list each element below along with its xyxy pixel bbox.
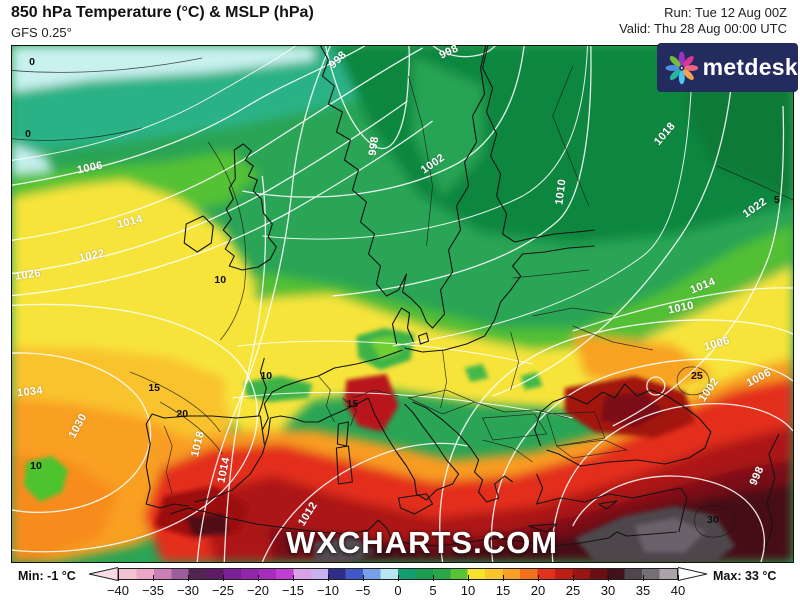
colorbar-tick-label: 40: [670, 583, 686, 598]
colorbar-tick-label: 30: [600, 583, 616, 598]
colorbar-tick-label: 15: [495, 583, 511, 598]
colorbar-tick-label: 0: [394, 583, 402, 598]
colorbar-tick-label: −25: [211, 583, 235, 598]
temp-field: [12, 46, 793, 562]
colorbar-tick-label: −5: [355, 583, 371, 598]
colorbar-tick-label: −20: [246, 583, 270, 598]
colorbar-tick-mark: [573, 575, 574, 581]
colorbar-tick-label: 5: [429, 583, 437, 598]
colorbar-tick-mark: [328, 575, 329, 581]
colorbar-tick-mark: [608, 575, 609, 581]
wxcharts-watermark: WXCHARTS.COM: [285, 525, 559, 560]
colorbar-tick-mark: [538, 575, 539, 581]
metdesk-logo-text: metdesk: [702, 54, 798, 80]
colorbar-tick-mark: [118, 575, 119, 581]
colorbar-tick-mark: [153, 575, 154, 581]
map-svg: [12, 46, 793, 562]
colorbar-tick-label: −30: [176, 583, 200, 598]
colorbar-tick-mark: [503, 575, 504, 581]
colorbar-tick-label: −35: [141, 583, 165, 598]
max-temperature-label: Max: 33 °C: [713, 569, 777, 583]
colorbar-tick-mark: [678, 575, 679, 581]
min-temperature-label: Min: -1 °C: [18, 569, 76, 583]
page-title: 850 hPa Temperature (°C) & MSLP (hPa): [11, 4, 314, 21]
colorbar-tick-label: 25: [565, 583, 581, 598]
colorbar-tick-label: −40: [106, 583, 130, 598]
metdesk-logo: metdesk: [657, 43, 798, 92]
model-subtitle: GFS 0.25°: [11, 25, 72, 40]
colorbar-tick-label: 35: [635, 583, 651, 598]
coastlines: [145, 46, 780, 551]
colorbar-tick-mark: [468, 575, 469, 581]
colorbar-tick-label: −15: [281, 583, 305, 598]
colorbar-left-arrow: [88, 567, 118, 581]
isobar-lines: [12, 46, 793, 562]
valid-time: Valid: Thu 28 Aug 00:00 UTC: [619, 21, 787, 36]
metdesk-pinwheel-icon: [665, 51, 699, 84]
colorbar-right-arrow: [678, 567, 708, 581]
run-info: Run: Tue 12 Aug 00Z Valid: Thu 28 Aug 00…: [619, 5, 787, 37]
colorbar-tick-label: −10: [316, 583, 340, 598]
colorbar-tick-mark: [223, 575, 224, 581]
header: 850 hPa Temperature (°C) & MSLP (hPa) GF…: [0, 0, 800, 45]
colorbar-tick-mark: [293, 575, 294, 581]
map-canvas: 1006 1014 1022 1026 1034 1030 1018 1014 998 998 99…: [11, 42, 794, 563]
colorbar-tick-mark: [188, 575, 189, 581]
isotherm-lines: [12, 57, 793, 538]
colorbar-tick-mark: [398, 575, 399, 581]
run-time: Run: Tue 12 Aug 00Z: [664, 5, 787, 20]
colorbar-tick-mark: [433, 575, 434, 581]
country-borders: [163, 65, 653, 495]
colorbar-legend: Min: -1 °C Max: 33 °C −40 −35 −30 −25 −20 −15…: [0, 563, 800, 612]
colorbar-tick-mark: [258, 575, 259, 581]
colorbar-tick-mark: [643, 575, 644, 581]
colorbar-tick-mark: [363, 575, 364, 581]
colorbar-tick-label: 10: [460, 583, 476, 598]
colorbar-tick-label: 20: [530, 583, 546, 598]
